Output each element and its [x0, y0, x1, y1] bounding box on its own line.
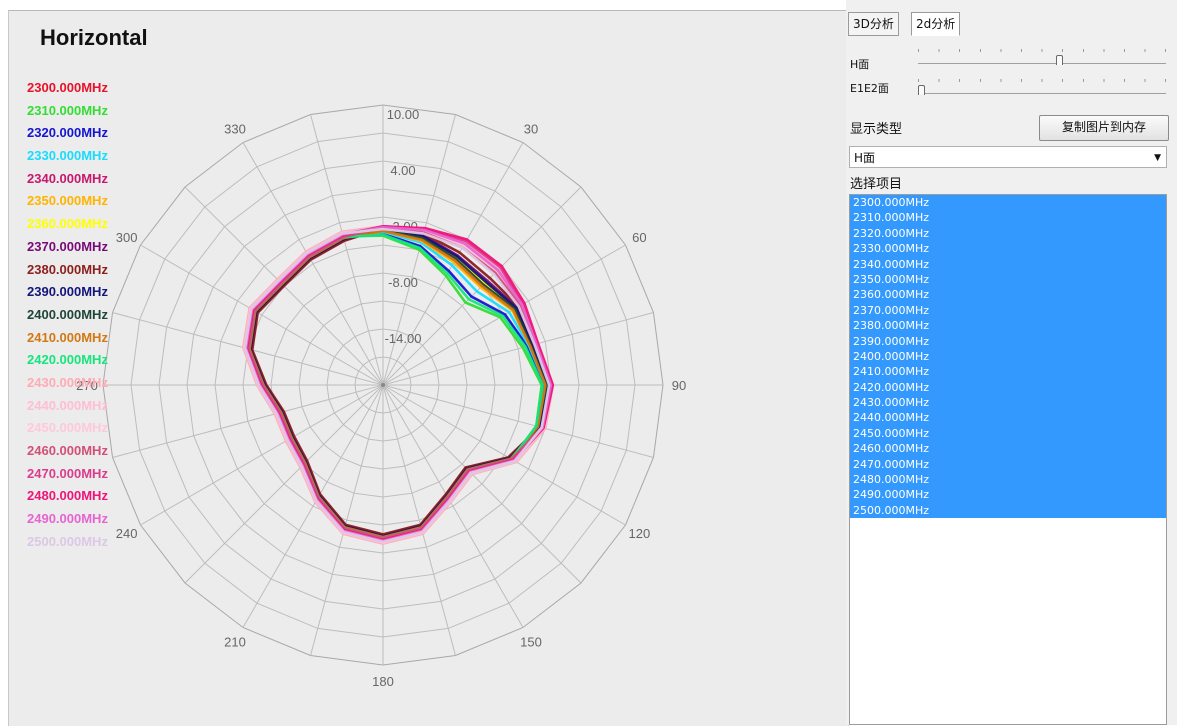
- list-item[interactable]: 2320.000MHz: [850, 225, 1166, 242]
- display-type-label: 显示类型: [850, 122, 903, 137]
- angle-label: 270: [76, 378, 98, 393]
- legend-item: 2460.000MHz: [27, 443, 108, 458]
- list-item[interactable]: 2400.000MHz: [850, 348, 1166, 365]
- e1e2-plane-slider-track[interactable]: [918, 93, 1166, 94]
- chevron-down-icon[interactable]: ▼: [1154, 153, 1161, 163]
- legend-item: 2500.000MHz: [27, 533, 108, 549]
- legend-item: 2350.000MHz: [27, 193, 108, 209]
- list-item[interactable]: 2380.000MHz: [850, 318, 1166, 334]
- legend-item: 2400.000MHz: [27, 306, 108, 322]
- h-plane-slider-label: H面: [850, 58, 870, 71]
- legend-item: 2480.000MHz: [27, 488, 108, 504]
- legend-item: 2370.000MHz: [27, 238, 108, 254]
- center-point: [381, 383, 385, 387]
- radial-tick-label: -8.00: [388, 275, 418, 290]
- legend-item: 2380.000MHz: [27, 261, 108, 277]
- e1e2-plane-slider-label: E1E2面: [850, 82, 889, 95]
- angle-label: 240: [116, 526, 138, 541]
- legend-item: 2410.000MHz: [27, 329, 108, 345]
- h-plane-slider-thumb[interactable]: [1056, 55, 1064, 65]
- tab-2d-analysis[interactable]: 2d分析: [911, 12, 961, 36]
- angle-label: 90: [672, 378, 686, 393]
- legend-item: 2430.000MHz: [27, 374, 108, 390]
- list-item[interactable]: 2450.000MHz: [850, 425, 1166, 442]
- legend-item: 2340.000MHz: [27, 170, 108, 186]
- legend-item: 2390.000MHz: [27, 284, 108, 300]
- angle-label: 150: [520, 634, 542, 649]
- radial-tick-label: 10.00: [387, 107, 420, 122]
- list-item[interactable]: 2370.000MHz: [850, 302, 1166, 319]
- list-item[interactable]: 2330.000MHz: [850, 241, 1166, 257]
- grid-spoke: [382, 384, 456, 656]
- polar-chart: 10.004.00-2.00-8.00-14.00330300270240210…: [76, 104, 686, 689]
- legend-item: 2450.000MHz: [27, 420, 108, 436]
- grid-spoke: [140, 244, 384, 386]
- e1e2-plane-slider-ticks: [918, 79, 1166, 82]
- list-item[interactable]: 2490.000MHz: [850, 487, 1166, 503]
- list-item[interactable]: 2300.000MHz: [850, 195, 1166, 211]
- display-type-select[interactable]: H面 ▼: [849, 146, 1167, 168]
- list-item[interactable]: 2410.000MHz: [850, 364, 1166, 380]
- grid-spoke: [112, 384, 384, 458]
- angle-label: 120: [628, 526, 650, 541]
- angle-label: 30: [524, 122, 538, 137]
- legend-item: 2490.000MHz: [27, 511, 108, 527]
- control-panel: 3D分析 2d分析 H面 E1E2面 显示类型 复制图片到内存 H面 ▼ 选择项…: [846, 0, 1177, 725]
- angle-label: 60: [632, 230, 646, 245]
- list-item[interactable]: 2480.000MHz: [850, 472, 1166, 488]
- select-items-label: 选择项目: [850, 177, 903, 192]
- copy-image-button[interactable]: 复制图片到内存: [1039, 115, 1169, 141]
- e1e2-plane-slider-thumb[interactable]: [918, 85, 925, 95]
- series-line: [243, 227, 551, 544]
- grid-spoke: [242, 384, 384, 628]
- angle-label: 210: [224, 634, 246, 649]
- legend-item: 2420.000MHz: [27, 352, 108, 368]
- grid-spoke: [382, 384, 524, 628]
- legend-item: 2360.000MHz: [27, 216, 108, 232]
- list-item[interactable]: 2440.000MHz: [850, 410, 1166, 426]
- grid-spoke: [140, 384, 384, 526]
- legend-item: 2330.000MHz: [27, 148, 108, 164]
- angle-label: 180: [372, 674, 394, 689]
- legend-item: 2320.000MHz: [27, 125, 108, 141]
- tab-3d-analysis[interactable]: 3D分析: [848, 12, 899, 36]
- grid-spoke: [310, 384, 384, 656]
- list-item[interactable]: 2420.000MHz: [850, 379, 1166, 396]
- chart-legend: 2300.000MHz 2310.000MHz 2320.000MHz 2330.00…: [27, 77, 108, 553]
- series-line: [247, 225, 552, 540]
- display-type-value: H面: [854, 151, 876, 165]
- panel-divider: [760, 10, 849, 726]
- grid-spoke: [382, 384, 582, 584]
- grid-spoke: [184, 384, 384, 584]
- radial-tick-label: 4.00: [390, 163, 415, 178]
- chart-title: Horizontal: [40, 25, 148, 50]
- angle-label: 330: [224, 122, 246, 137]
- legend-item: 2440.000MHz: [27, 397, 108, 413]
- list-item[interactable]: 2500.000MHz: [850, 502, 1166, 519]
- grid-spoke: [382, 384, 654, 458]
- list-item[interactable]: 2390.000MHz: [850, 333, 1166, 349]
- list-item[interactable]: 2470.000MHz: [850, 456, 1166, 473]
- list-item[interactable]: 2430.000MHz: [850, 395, 1166, 411]
- list-item[interactable]: 2460.000MHz: [850, 441, 1166, 457]
- list-item[interactable]: 2360.000MHz: [850, 287, 1166, 303]
- list-item[interactable]: 2350.000MHz: [850, 271, 1166, 288]
- list-item[interactable]: 2310.000MHz: [850, 210, 1166, 226]
- legend-item: 2470.000MHz: [27, 465, 108, 481]
- frequency-list[interactable]: 2300.000MHz 2310.000MHz 2320.000MHz 2330.00…: [849, 194, 1167, 725]
- legend-item: 2300.000MHz: [27, 80, 108, 95]
- legend-item: 2310.000MHz: [27, 102, 108, 118]
- grid-spoke: [242, 142, 384, 386]
- grid-spoke: [382, 312, 654, 386]
- angle-label: 300: [116, 230, 138, 245]
- h-plane-slider-ticks: [918, 49, 1166, 52]
- grid-spoke: [310, 114, 384, 386]
- grid-spoke: [382, 142, 524, 386]
- radial-tick-label: -14.00: [385, 331, 422, 346]
- h-plane-slider-track[interactable]: [918, 63, 1166, 64]
- list-item[interactable]: 2340.000MHz: [850, 256, 1166, 272]
- grid-spoke: [382, 384, 626, 526]
